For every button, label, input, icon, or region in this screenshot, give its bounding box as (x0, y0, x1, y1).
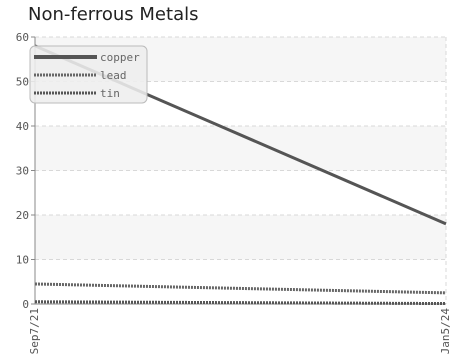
y-tick-label: 0 (22, 298, 29, 311)
y-tick-labels: 0 10 20 30 40 50 60 (16, 31, 29, 311)
y-tick-label: 10 (16, 254, 29, 267)
legend-label-tin: tin (100, 87, 120, 100)
y-tick-label: 50 (16, 76, 29, 89)
series-line-tin (34, 300, 447, 306)
chart-title: Non-ferrous Metals (28, 4, 199, 25)
background-band (35, 215, 446, 260)
legend-label-lead: lead (100, 69, 127, 82)
y-tick-label: 30 (16, 165, 29, 178)
x-tick-labels: Sep7/21 Jan5/24 (28, 308, 450, 355)
x-tick-label: Sep7/21 (28, 308, 41, 354)
x-tick-label: Jan5/24 (439, 308, 450, 355)
series-line-lead (34, 282, 447, 295)
y-tick-label: 60 (16, 31, 29, 44)
background-band (35, 126, 446, 171)
legend-label-copper: copper (100, 51, 140, 64)
y-tick-label: 20 (16, 209, 29, 222)
y-tick-label: 40 (16, 120, 29, 133)
legend: copper lead tin (29, 45, 148, 104)
